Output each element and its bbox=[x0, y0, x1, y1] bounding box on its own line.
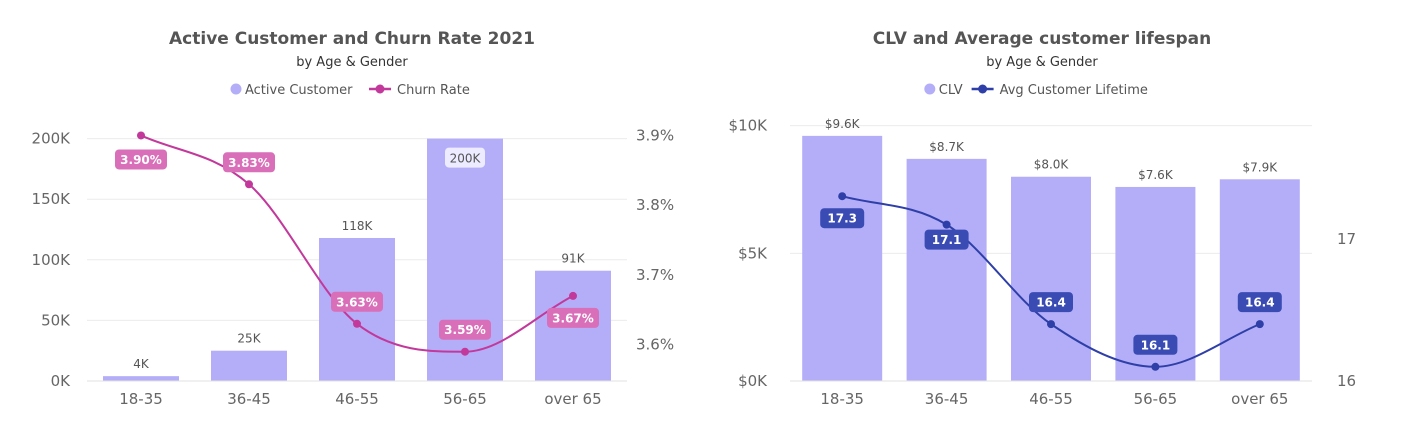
active-customer-churn-chart: Active Customer and Churn Rate 2021 by Ag… bbox=[0, 0, 700, 423]
clv-lifespan-chart: CLV and Average customer lifespan by Age … bbox=[700, 0, 1416, 423]
line-data-label: 3.67% bbox=[552, 311, 594, 325]
legend: CLV Avg Customer Lifetime bbox=[924, 83, 1148, 98]
line-data-label: 3.90% bbox=[120, 153, 162, 167]
legend-marker-line bbox=[978, 85, 987, 94]
x-axis-tick-label: 46-55 bbox=[335, 390, 379, 408]
left-axis-tick-label: $5K bbox=[738, 244, 768, 262]
line-point[interactable] bbox=[137, 131, 145, 139]
bar[interactable] bbox=[907, 159, 987, 381]
legend-label-line: Avg Customer Lifetime bbox=[1000, 83, 1148, 98]
line-point[interactable] bbox=[1256, 320, 1264, 328]
line-data-label: 3.83% bbox=[228, 156, 270, 170]
line-point[interactable] bbox=[838, 192, 846, 200]
line-data-label: 16.1 bbox=[1141, 338, 1171, 352]
bar-data-label: $9.6K bbox=[825, 117, 861, 131]
left-axis-tick-label: 100K bbox=[32, 251, 72, 269]
clv-lifespan-chart-panel: CLV and Average customer lifespan by Age … bbox=[700, 0, 1416, 423]
legend-label-line: Churn Rate bbox=[397, 83, 470, 98]
chart-title: CLV and Average customer lifespan bbox=[873, 29, 1211, 49]
legend-label-bar: Active Customer bbox=[245, 83, 353, 98]
line-data-label: 16.4 bbox=[1245, 296, 1275, 310]
right-axis-tick-label: 17 bbox=[1337, 230, 1356, 248]
left-axis-tick-label: $10K bbox=[729, 117, 769, 135]
bar-data-label: $8.0K bbox=[1034, 158, 1070, 172]
line-data-label: 3.59% bbox=[444, 323, 486, 337]
right-axis-tick-label: 3.8% bbox=[636, 196, 674, 214]
bar-data-label: $8.7K bbox=[929, 140, 965, 154]
right-axis-tick-label: 3.9% bbox=[636, 126, 674, 144]
right-axis-tick-label: 3.7% bbox=[636, 266, 674, 284]
legend-label-bar: CLV bbox=[939, 83, 963, 98]
bar[interactable] bbox=[802, 136, 882, 381]
line-data-label: 17.3 bbox=[827, 212, 857, 226]
x-axis-tick-label: 36-45 bbox=[227, 390, 271, 408]
bar-data-label: $7.6K bbox=[1138, 168, 1174, 182]
line-data-label: 16.4 bbox=[1036, 296, 1066, 310]
x-axis-tick-label: 36-45 bbox=[925, 390, 969, 408]
active-customer-churn-chart-panel: Active Customer and Churn Rate 2021 by Ag… bbox=[0, 0, 700, 423]
left-axis-tick-label: 200K bbox=[32, 130, 72, 148]
line-point[interactable] bbox=[1047, 320, 1055, 328]
x-axis-tick-label: over 65 bbox=[544, 390, 601, 408]
x-axis-tick-label: 18-35 bbox=[820, 390, 864, 408]
line-point[interactable] bbox=[943, 221, 951, 229]
chart-subtitle: by Age & Gender bbox=[296, 55, 408, 70]
line-data-label: 3.63% bbox=[336, 295, 378, 309]
left-axis-tick-label: 0K bbox=[51, 372, 72, 390]
right-axis-tick-label: 16 bbox=[1337, 372, 1356, 390]
line-point[interactable] bbox=[1151, 363, 1159, 371]
right-axis-tick-label: 3.6% bbox=[636, 336, 674, 354]
x-axis-tick-label: 56-65 bbox=[1134, 390, 1178, 408]
x-axis-tick-label: over 65 bbox=[1231, 390, 1288, 408]
bar[interactable] bbox=[103, 376, 179, 381]
bar-data-label: 118K bbox=[342, 219, 374, 233]
legend: Active Customer Churn Rate bbox=[231, 83, 470, 98]
bar[interactable] bbox=[211, 351, 287, 381]
x-axis-tick-label: 56-65 bbox=[443, 390, 487, 408]
bar-data-label: 91K bbox=[561, 252, 585, 266]
chart-title: Active Customer and Churn Rate 2021 bbox=[169, 29, 535, 49]
bar[interactable] bbox=[1011, 177, 1091, 381]
line-point[interactable] bbox=[353, 320, 361, 328]
left-axis-tick-label: $0K bbox=[738, 372, 768, 390]
x-axis-tick-label: 46-55 bbox=[1029, 390, 1073, 408]
line-point[interactable] bbox=[245, 180, 253, 188]
legend-marker-bar bbox=[231, 84, 242, 95]
line-data-label: 17.1 bbox=[932, 233, 962, 247]
x-axis-tick-label: 18-35 bbox=[119, 390, 163, 408]
bar[interactable] bbox=[427, 139, 503, 381]
bar-data-label: $7.9K bbox=[1243, 160, 1279, 174]
bar[interactable] bbox=[1220, 179, 1300, 381]
line-point[interactable] bbox=[569, 292, 577, 300]
bar-data-label: 25K bbox=[237, 332, 261, 346]
bar-data-label: 200K bbox=[450, 152, 482, 166]
chart-subtitle: by Age & Gender bbox=[986, 55, 1098, 70]
bar-data-label: 4K bbox=[133, 357, 150, 371]
left-axis-tick-label: 50K bbox=[41, 311, 71, 329]
left-axis-tick-label: 150K bbox=[32, 190, 72, 208]
legend-marker-bar bbox=[924, 84, 935, 95]
line-point[interactable] bbox=[461, 348, 469, 356]
legend-marker-line bbox=[376, 85, 385, 94]
